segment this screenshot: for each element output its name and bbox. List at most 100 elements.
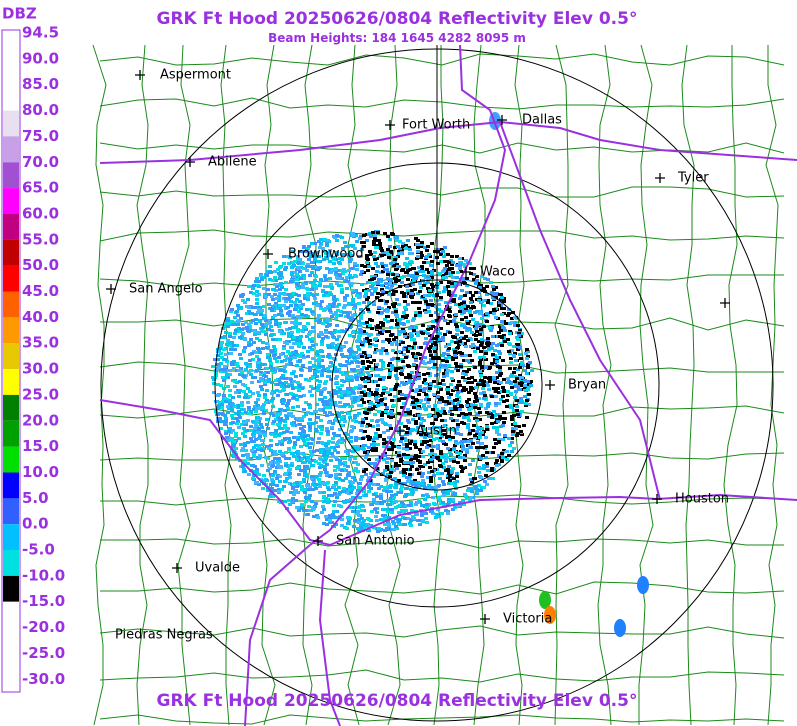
echo-pixel xyxy=(232,344,236,347)
echo-pixel xyxy=(308,274,312,277)
echo-pixel xyxy=(216,406,220,409)
echo-pixel xyxy=(380,262,384,265)
echo-pixel xyxy=(460,318,464,321)
echo-pixel xyxy=(249,291,253,294)
echo-pixel xyxy=(427,367,431,370)
echo-pixel xyxy=(256,311,260,314)
echo-pixel xyxy=(406,427,410,430)
echo-pixel xyxy=(310,475,314,478)
echo-pixel xyxy=(501,326,505,329)
echo-pixel xyxy=(244,368,248,371)
echo-pixel xyxy=(263,383,267,386)
echo-pixel xyxy=(253,450,257,453)
echo-pixel xyxy=(441,462,445,465)
echo-pixel xyxy=(367,310,371,313)
echo-pixel xyxy=(347,519,351,522)
echo-pixel xyxy=(526,388,530,391)
echo-pixel xyxy=(311,506,315,509)
echo-pixel xyxy=(236,314,240,317)
echo-pixel xyxy=(340,396,344,399)
echo-pixel xyxy=(238,380,242,383)
echo-pixel xyxy=(330,426,334,429)
echo-pixel xyxy=(475,279,479,282)
echo-pixel xyxy=(284,300,288,303)
echo-pixel xyxy=(278,277,282,280)
echo-pixel xyxy=(358,387,362,390)
echo-pixel xyxy=(386,248,390,251)
echo-pixel xyxy=(363,430,367,433)
echo-pixel xyxy=(284,462,288,465)
echo-pixel xyxy=(512,354,516,357)
echo-pixel xyxy=(225,436,229,439)
echo-pixel xyxy=(254,322,258,325)
echo-pixel xyxy=(390,319,394,322)
echo-pixel xyxy=(488,326,492,329)
echo-pixel xyxy=(294,319,298,322)
echo-pixel xyxy=(357,518,361,521)
echo-pixel xyxy=(380,293,384,296)
echo-pixel xyxy=(267,463,271,466)
echo-pixel xyxy=(474,485,478,488)
echo-pixel xyxy=(482,464,486,467)
echo-pixel xyxy=(432,474,436,477)
echo-pixel xyxy=(410,325,414,328)
echo-pixel xyxy=(517,425,521,428)
echo-pixel xyxy=(326,406,330,409)
echo-pixel xyxy=(356,345,360,348)
echo-pixel xyxy=(288,503,292,506)
echo-pixel xyxy=(327,494,331,497)
echo-pixel xyxy=(503,434,507,437)
echo-pixel xyxy=(250,352,254,355)
echo-pixel xyxy=(468,498,472,501)
echo-pixel xyxy=(447,347,451,350)
echo-pixel xyxy=(377,410,381,413)
echo-pixel xyxy=(400,485,404,488)
echo-pixel xyxy=(484,456,488,459)
echo-pixel xyxy=(268,467,272,470)
echo-pixel xyxy=(479,358,483,361)
echo-pixel xyxy=(429,345,433,348)
echo-pixel xyxy=(249,338,253,341)
echo-pixel xyxy=(460,440,464,443)
echo-pixel xyxy=(490,467,494,470)
echo-pixel xyxy=(334,483,338,486)
echo-pixel xyxy=(310,310,314,313)
echo-pixel xyxy=(424,300,428,303)
echo-pixel xyxy=(231,429,235,432)
echo-pixel xyxy=(307,333,311,336)
echo-pixel xyxy=(470,480,474,483)
echo-pixel xyxy=(226,322,230,325)
echo-pixel xyxy=(253,430,257,433)
echo-pixel xyxy=(438,439,442,442)
echo-pixel xyxy=(351,232,355,235)
echo-pixel xyxy=(399,252,403,255)
echo-pixel xyxy=(346,465,350,468)
echo-pixel xyxy=(440,435,444,438)
echo-pixel xyxy=(416,250,420,253)
echo-pixel xyxy=(306,442,310,445)
echo-pixel xyxy=(444,366,448,369)
echo-pixel xyxy=(320,340,324,343)
echo-pixel xyxy=(374,432,378,435)
echo-pixel xyxy=(355,378,359,381)
echo-pixel xyxy=(508,332,512,335)
echo-pixel xyxy=(273,472,277,475)
echo-pixel xyxy=(367,438,371,441)
echo-pixel xyxy=(420,512,424,515)
echo-pixel xyxy=(423,342,427,345)
echo-pixel xyxy=(420,514,424,517)
echo-pixel xyxy=(300,419,304,422)
echo-pixel xyxy=(450,471,454,474)
echo-pixel xyxy=(343,420,347,423)
echo-pixel xyxy=(373,237,377,240)
echo-pixel xyxy=(301,364,305,367)
echo-pixel xyxy=(255,277,259,280)
echo-pixel xyxy=(519,430,523,433)
echo-pixel xyxy=(276,423,280,426)
echo-pixel xyxy=(226,319,230,322)
echo-pixel xyxy=(464,335,468,338)
echo-pixel xyxy=(408,475,412,478)
echo-pixel xyxy=(386,391,390,394)
echo-pixel xyxy=(267,322,271,325)
echo-pixel xyxy=(241,447,245,450)
